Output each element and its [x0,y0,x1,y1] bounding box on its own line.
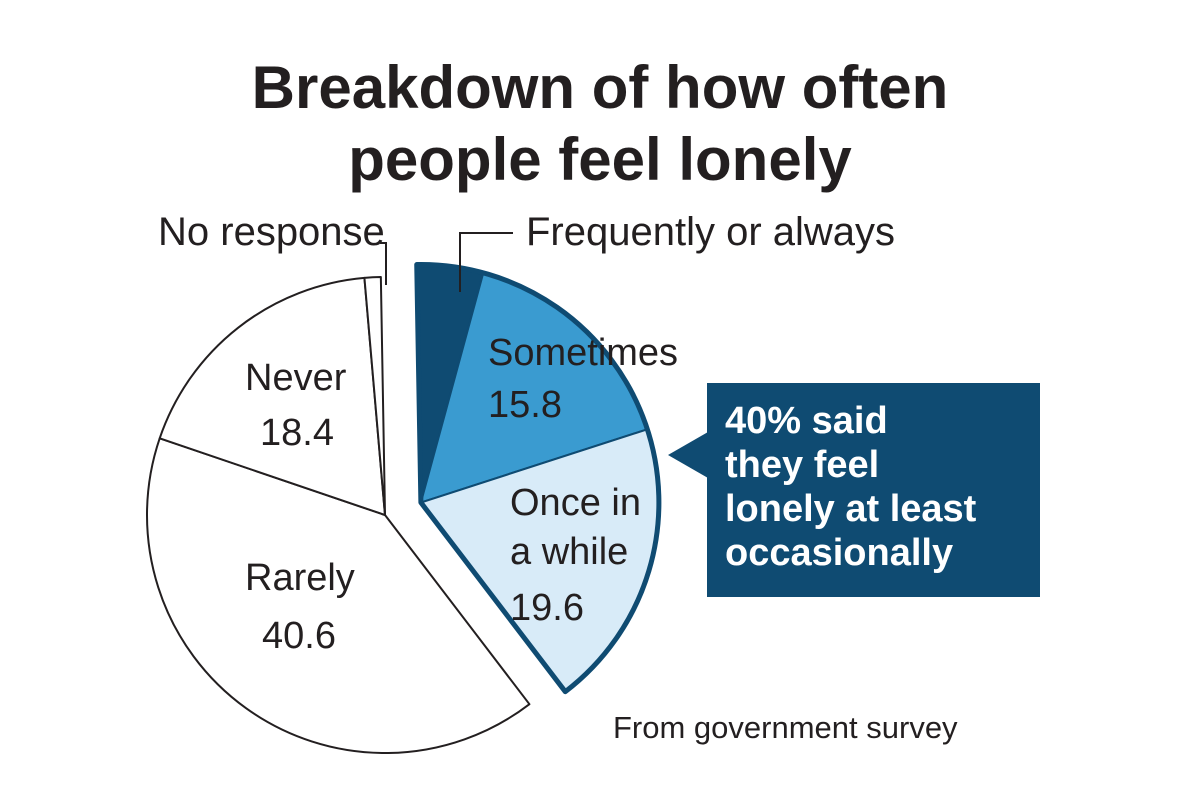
callout-pointer [668,432,708,478]
slice-value-never: 18.4 [260,412,334,454]
pie-slice-rarely [146,437,531,754]
leader-line-noresponse [380,242,387,285]
slice-label-never: Never [245,357,347,399]
slice-value-once: 19.6 [510,587,584,629]
callout-line-4: occasionally [725,532,954,574]
slice-label-rarely: Rarely [245,557,355,599]
slice-label-noresponse: No response [158,210,385,254]
pie-slice-noresponse [363,276,386,516]
slice-label-frequently: Frequently or always [526,210,895,254]
chart-title-line-1: Breakdown of how often [251,54,949,121]
callout-box: 40% said they feel lonely at least occas… [707,383,1040,597]
callout-line-3: lonely at least [725,488,977,530]
slice-label-sometimes: Sometimes [488,332,678,374]
slice-label-once-line-1: Once in [510,482,641,524]
pie-slice-never [158,276,386,516]
callout-line-2: they feel [725,444,880,486]
callout-line-1: 40% said [725,400,888,442]
slice-label-once-line-2: a while [510,531,628,573]
leader-line-frequently [459,232,513,292]
chart-title-line-2: people feel lonely [348,126,852,193]
slice-value-sometimes: 15.8 [488,384,562,426]
slice-value-rarely: 40.6 [262,615,336,657]
source-note: From government survey [613,710,958,745]
exploded-group-outline [414,262,662,695]
